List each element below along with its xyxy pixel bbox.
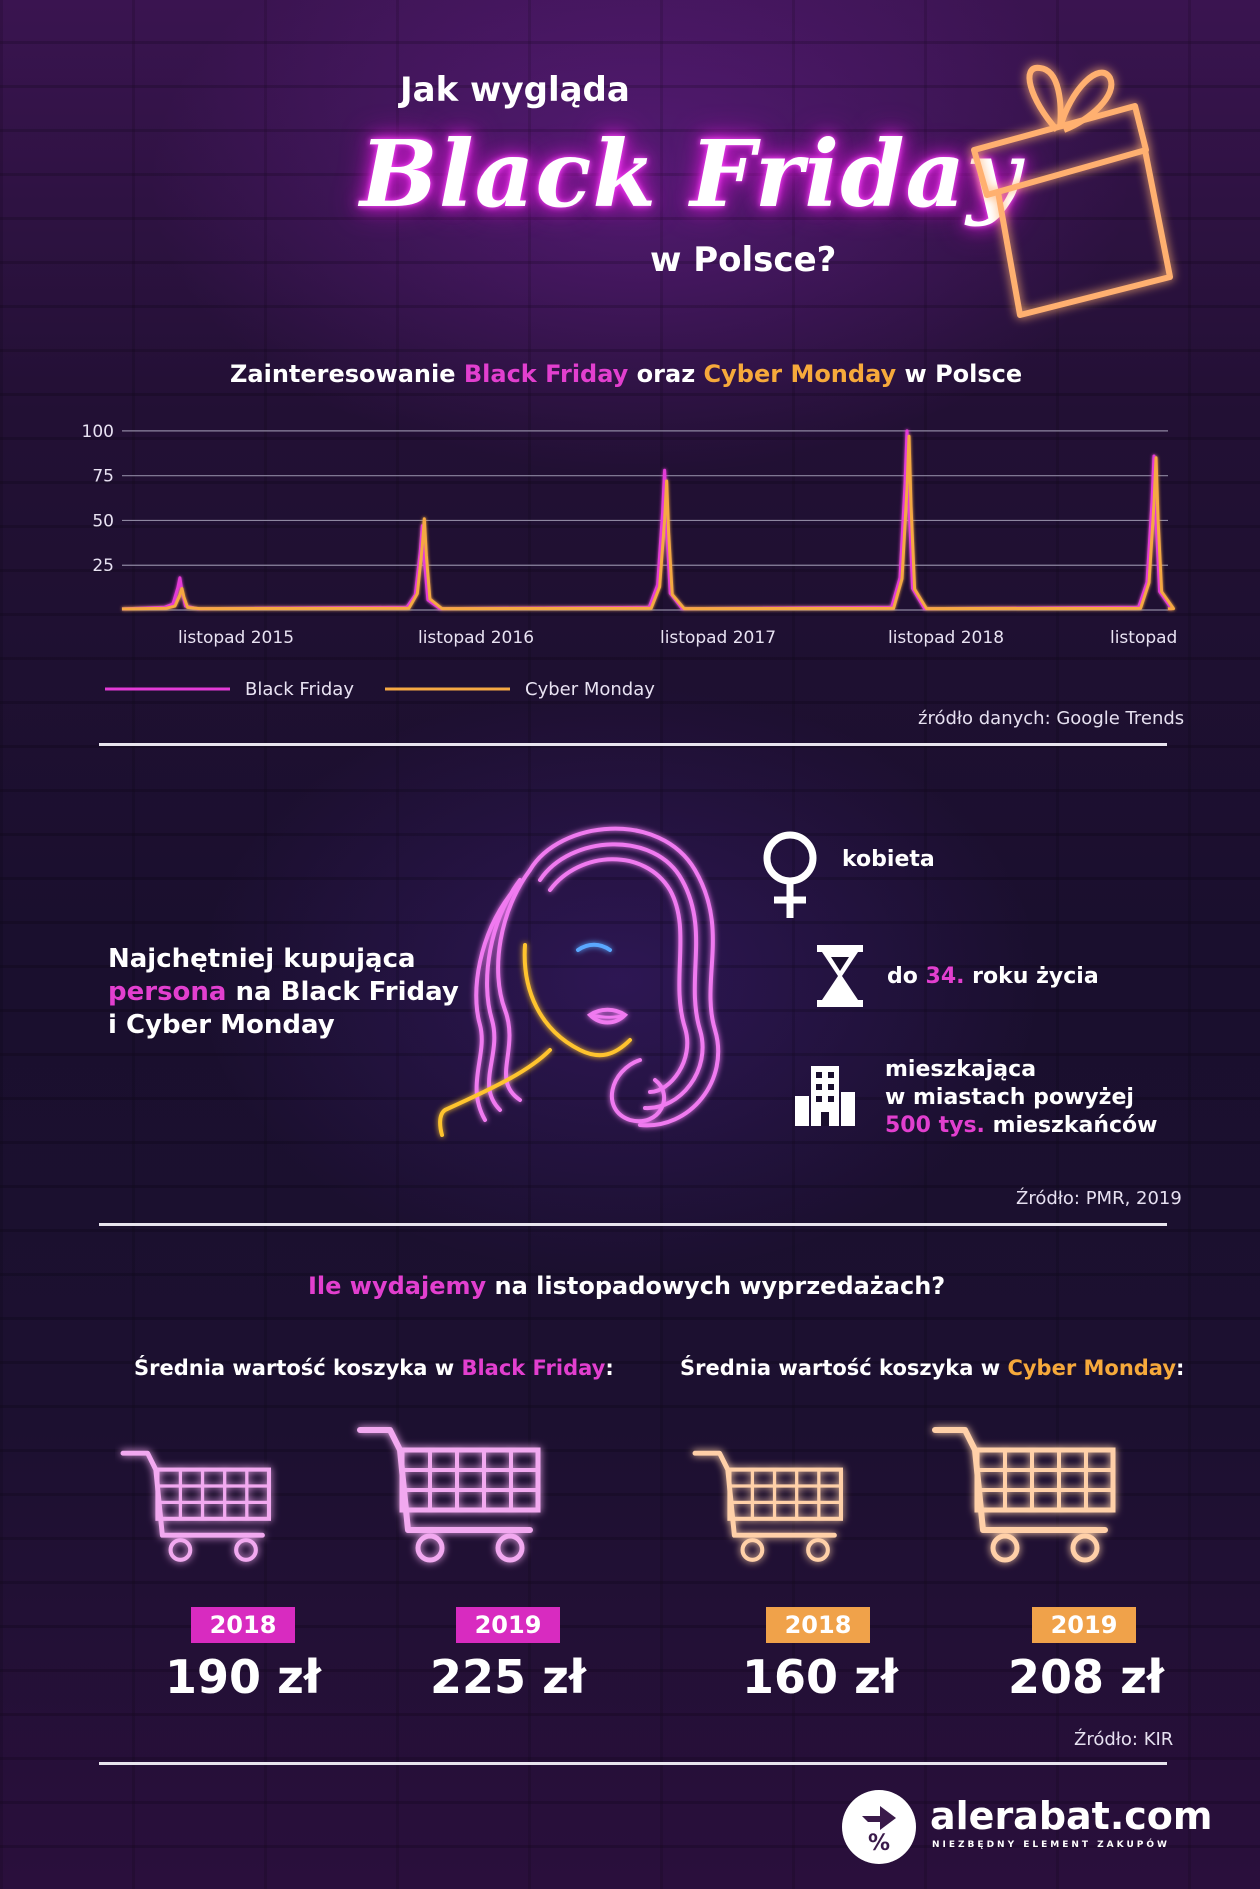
- trends-line-chart: 100 75 50 25 listopad 2015 listopad 2016 listo…: [82, 422, 1180, 700]
- persona-city-highlight: 500 tys.: [885, 1113, 985, 1138]
- legend-label-1: Cyber Monday: [525, 679, 655, 700]
- persona-heading-highlight: persona: [108, 977, 227, 1007]
- city-buildings-icon: [795, 1066, 855, 1126]
- brand-tagline: NIEZBĘDNY ELEMENT ZAKUPÓW: [932, 1840, 1170, 1850]
- persona-heading: Najchętniej kupująca persona na Black Fr…: [108, 943, 459, 1042]
- shopping-carts: [115, 1420, 1175, 1590]
- y-tick-label-50: 50: [92, 511, 114, 531]
- cm-2018-year-badge: 2018: [766, 1607, 870, 1643]
- persona-age-post: roku życia: [964, 964, 1099, 989]
- persona-age-pre: do: [887, 964, 926, 989]
- spending-title-highlight: Ile wydajemy: [308, 1272, 487, 1300]
- chart-title-mid: oraz: [628, 360, 704, 388]
- legend-label-0: Black Friday: [245, 679, 354, 700]
- spending-source: Źródło: KIR: [1074, 1729, 1174, 1750]
- spending-title-rest: na listopadowych wyprzedażach?: [486, 1272, 946, 1300]
- persona-gender: kobieta: [842, 847, 935, 872]
- cm-basket-label-hl: Cyber Monday: [1007, 1356, 1177, 1380]
- chart-title-pre: Zainteresowanie: [230, 360, 464, 388]
- title-black-friday: Black Friday: [360, 120, 1021, 228]
- cm-2019-amount: 208 zł: [1008, 1650, 1164, 1704]
- y-tick-label-100: 100: [82, 422, 114, 442]
- divider-1: [99, 743, 1167, 746]
- title-line-3: w Polsce?: [650, 240, 837, 280]
- bf-basket-label-post: :: [605, 1356, 614, 1380]
- hourglass-icon: [817, 945, 863, 1007]
- x-tick-label-2: listopad 2017: [660, 628, 776, 648]
- chart-title-cyber-monday: Cyber Monday: [703, 360, 897, 388]
- cart-bf-2019-icon: [360, 1430, 538, 1560]
- y-tick-label-75: 75: [92, 467, 114, 487]
- persona-city-post: mieszkańców: [984, 1113, 1158, 1138]
- chart-title: Zainteresowanie Black Friday oraz Cyber …: [230, 360, 1022, 388]
- persona-city: mieszkająca w miastach powyżej 500 tys. …: [885, 1056, 1157, 1140]
- cm-basket-label-post: :: [1176, 1356, 1185, 1380]
- cart-bf-2018-icon: [123, 1453, 269, 1560]
- brand-name: alerabat.com: [930, 1794, 1213, 1838]
- chart-title-black-friday: Black Friday: [463, 360, 629, 388]
- cm-basket-label-pre: Średnia wartość koszyka w: [680, 1356, 1008, 1380]
- chart-title-post: w Polsce: [896, 360, 1023, 388]
- persona-age: do 34. roku życia: [887, 963, 1099, 991]
- cm-2018-amount: 160 zł: [742, 1650, 898, 1704]
- cart-cm-2018-icon: [695, 1453, 841, 1560]
- bf-2019-year-badge: 2019: [456, 1607, 560, 1643]
- x-tick-label-3: listopad 2018: [888, 628, 1004, 648]
- alerabat-logo-icon: %: [842, 1790, 916, 1864]
- cm-basket-label: Średnia wartość koszyka w Cyber Monday:: [680, 1356, 1184, 1380]
- persona-city-line1: mieszkająca: [885, 1057, 1037, 1082]
- female-icon: [763, 831, 817, 918]
- cm-2019-year-badge: 2019: [1032, 1607, 1136, 1643]
- persona-city-line2: w miastach powyżej: [885, 1085, 1134, 1110]
- divider-2: [99, 1223, 1167, 1226]
- divider-3: [99, 1762, 1167, 1765]
- persona-heading-line1: Najchętniej kupująca: [108, 944, 416, 974]
- spending-title: Ile wydajemy na listopadowych wyprzedaża…: [308, 1272, 945, 1300]
- x-tick-label-4: listopad 2019: [1110, 628, 1180, 648]
- x-tick-label-0: listopad 2015: [178, 628, 294, 648]
- persona-heading-line2: na Black Friday: [226, 977, 459, 1007]
- bf-2018-amount: 190 zł: [165, 1650, 321, 1704]
- bf-basket-label-hl: Black Friday: [461, 1356, 606, 1380]
- persona-age-value: 34.: [925, 964, 965, 989]
- bf-basket-label: Średnia wartość koszyka w Black Friday:: [134, 1356, 614, 1380]
- svg-text:%: %: [868, 1831, 890, 1856]
- bf-basket-label-pre: Średnia wartość koszyka w: [134, 1356, 462, 1380]
- bf-2018-year-badge: 2018: [191, 1607, 295, 1643]
- gift-icon: [971, 64, 1173, 318]
- bf-2019-amount: 225 zł: [430, 1650, 586, 1704]
- persona-source: Źródło: PMR, 2019: [1016, 1188, 1182, 1209]
- chart-source: źródło danych: Google Trends: [918, 708, 1185, 729]
- y-tick-label-25: 25: [92, 556, 114, 576]
- persona-heading-line3: i Cyber Monday: [108, 1010, 335, 1040]
- series-line-cyber-monday: [121, 434, 1175, 611]
- title-line-1: Jak wygląda: [400, 70, 630, 110]
- cart-cm-2019-icon: [935, 1430, 1113, 1560]
- woman-neon-illustration: [438, 826, 721, 1137]
- x-tick-label-1: listopad 2016: [418, 628, 534, 648]
